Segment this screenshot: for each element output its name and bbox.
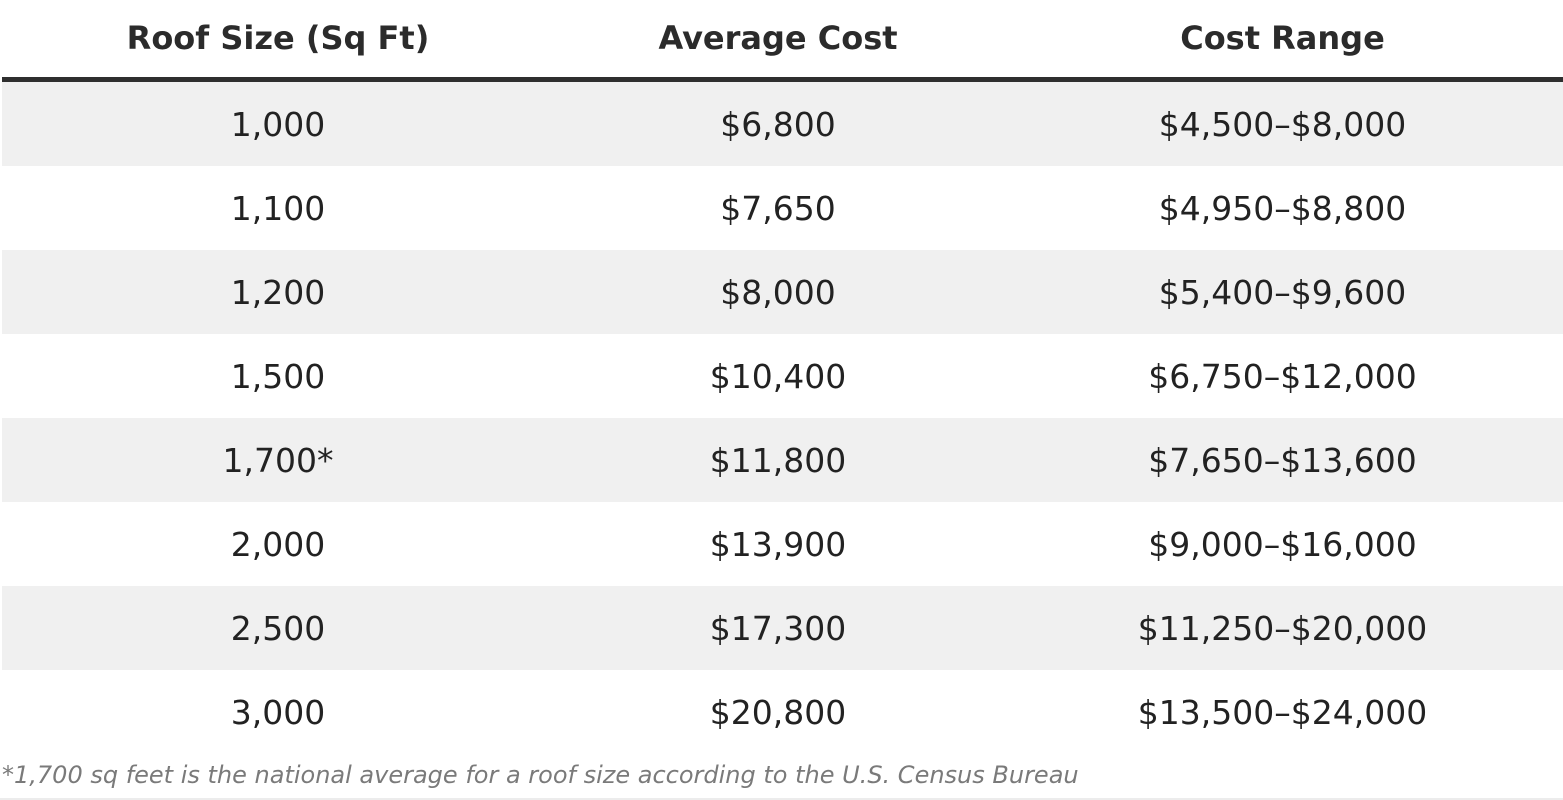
cost-range-cell: $4,500–$8,000	[1002, 79, 1563, 166]
roof-size-cell: 3,000	[2, 670, 554, 754]
table-row: 2,500 $17,300 $11,250–$20,000	[2, 586, 1563, 670]
table-header: Roof Size (Sq Ft) Average Cost Cost Rang…	[2, 0, 1563, 82]
table-row: 1,200 $8,000 $5,400–$9,600	[2, 250, 1563, 334]
average-cost-cell: $20,800	[554, 670, 1002, 754]
table-row: 1,500 $10,400 $6,750–$12,000	[2, 334, 1563, 418]
cost-range-cell: $13,500–$24,000	[1002, 670, 1563, 754]
table-footnote: *1,700 sq feet is the national average f…	[2, 761, 1079, 789]
roof-size-cell: 1,200	[2, 250, 554, 334]
header-row: Roof Size (Sq Ft) Average Cost Cost Rang…	[2, 0, 1563, 82]
cost-range-cell: $9,000–$16,000	[1002, 502, 1563, 586]
table-body: 1,000 $6,800 $4,500–$8,000 1,100 $7,650 …	[2, 79, 1563, 754]
roof-size-cell: 1,500	[2, 334, 554, 418]
column-header-roof-size: Roof Size (Sq Ft)	[2, 0, 554, 82]
average-cost-cell: $17,300	[554, 586, 1002, 670]
column-header-average-cost: Average Cost	[554, 0, 1002, 82]
roof-size-cell: 2,500	[2, 586, 554, 670]
roof-size-cell: 1,000	[2, 79, 554, 166]
cost-range-cell: $6,750–$12,000	[1002, 334, 1563, 418]
average-cost-cell: $6,800	[554, 79, 1002, 166]
roof-cost-table: Roof Size (Sq Ft) Average Cost Cost Rang…	[2, 0, 1563, 754]
bottom-divider	[0, 798, 1563, 800]
cost-range-cell: $5,400–$9,600	[1002, 250, 1563, 334]
cost-range-cell: $11,250–$20,000	[1002, 586, 1563, 670]
table-row: 3,000 $20,800 $13,500–$24,000	[2, 670, 1563, 754]
column-header-roof-size-label: Roof Size (Sq Ft)	[126, 18, 430, 57]
roof-cost-table-container: Roof Size (Sq Ft) Average Cost Cost Rang…	[2, 0, 1563, 754]
roof-size-cell: 2,000	[2, 502, 554, 586]
table-row: 1,000 $6,800 $4,500–$8,000	[2, 79, 1563, 166]
cost-range-cell: $7,650–$13,600	[1002, 418, 1563, 502]
table-row: 1,100 $7,650 $4,950–$8,800	[2, 166, 1563, 250]
table-row: 2,000 $13,900 $9,000–$16,000	[2, 502, 1563, 586]
table-row: 1,700* $11,800 $7,650–$13,600	[2, 418, 1563, 502]
cost-range-cell: $4,950–$8,800	[1002, 166, 1563, 250]
average-cost-cell: $11,800	[554, 418, 1002, 502]
column-header-cost-range: Cost Range	[1002, 0, 1563, 82]
roof-size-cell: 1,100	[2, 166, 554, 250]
average-cost-cell: $7,650	[554, 166, 1002, 250]
average-cost-cell: $10,400	[554, 334, 1002, 418]
roof-size-cell: 1,700*	[2, 418, 554, 502]
average-cost-cell: $13,900	[554, 502, 1002, 586]
column-header-average-cost-label: Average Cost	[658, 18, 898, 57]
average-cost-cell: $8,000	[554, 250, 1002, 334]
column-header-cost-range-label: Cost Range	[1180, 18, 1385, 57]
